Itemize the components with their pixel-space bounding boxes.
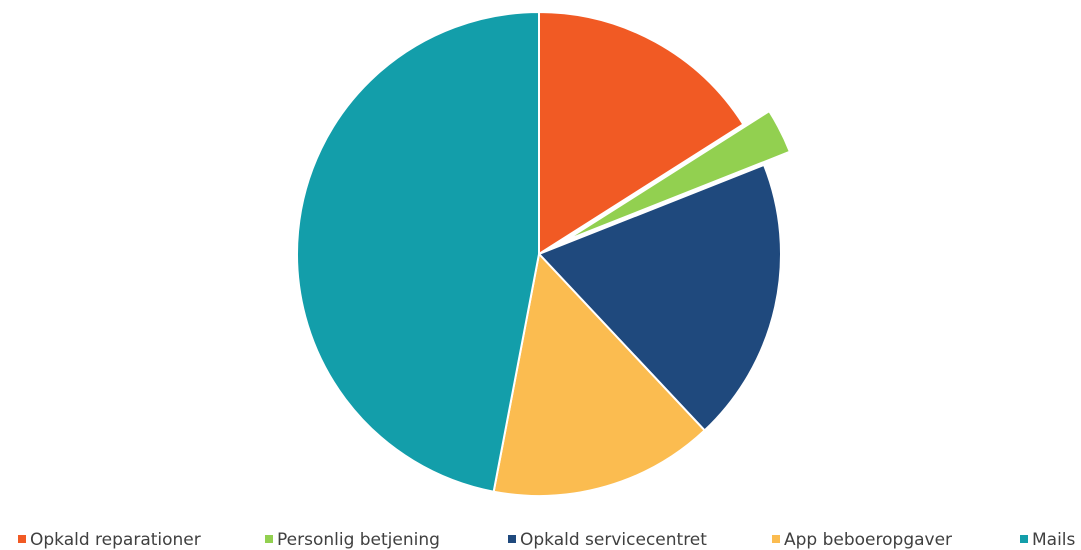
legend-label: Mails [1032, 530, 1076, 550]
pie-slice [538, 10, 745, 256]
legend-marker [772, 535, 780, 543]
legend-marker [1020, 535, 1028, 543]
pie-slice [296, 10, 540, 493]
legend-marker [265, 535, 273, 543]
legend-label: Opkald servicecentret [520, 530, 707, 550]
pie-slice [492, 251, 707, 497]
legend-label: App beboeropgaver [784, 530, 952, 550]
pie-slice [564, 109, 792, 242]
legend-label: Personlig betjening [277, 530, 440, 550]
pie-slice [537, 163, 782, 432]
legend-marker [508, 535, 516, 543]
legend-label: Opkald reparationer [30, 530, 201, 550]
legend-marker [18, 535, 26, 543]
